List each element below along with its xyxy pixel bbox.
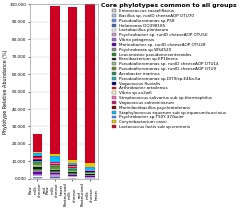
Bar: [33, 169, 42, 170]
Bar: [67, 164, 77, 165]
Bar: [85, 170, 95, 171]
Bar: [67, 169, 77, 170]
Bar: [85, 178, 95, 179]
Bar: [67, 166, 77, 167]
Bar: [50, 6, 60, 154]
Bar: [33, 163, 42, 165]
Bar: [33, 177, 42, 178]
Bar: [50, 177, 60, 178]
Bar: [50, 169, 60, 170]
Bar: [85, 172, 95, 173]
Bar: [33, 174, 42, 175]
Bar: [33, 152, 42, 153]
Bar: [33, 167, 42, 169]
Bar: [67, 168, 77, 169]
Bar: [33, 154, 42, 156]
Bar: [50, 167, 60, 169]
Bar: [67, 170, 77, 171]
Bar: [85, 171, 95, 172]
Bar: [33, 134, 42, 152]
Bar: [67, 167, 77, 168]
Bar: [33, 175, 42, 176]
Bar: [85, 4, 95, 163]
Bar: [33, 158, 42, 159]
Bar: [85, 167, 95, 168]
Bar: [50, 172, 60, 173]
Bar: [33, 162, 42, 163]
Bar: [50, 173, 60, 174]
Bar: [67, 178, 77, 179]
Bar: [85, 175, 95, 176]
Bar: [50, 174, 60, 175]
Bar: [67, 171, 77, 172]
Bar: [33, 153, 42, 154]
Bar: [50, 175, 60, 177]
Bar: [33, 160, 42, 161]
Bar: [67, 160, 77, 163]
Bar: [85, 176, 95, 177]
Bar: [50, 162, 60, 163]
Bar: [67, 7, 77, 160]
Bar: [33, 172, 42, 174]
Bar: [50, 163, 60, 164]
Bar: [67, 175, 77, 176]
Bar: [33, 159, 42, 160]
Bar: [85, 174, 95, 175]
Bar: [67, 173, 77, 174]
Bar: [50, 157, 60, 162]
Bar: [50, 165, 60, 167]
Bar: [85, 177, 95, 178]
Bar: [33, 161, 42, 162]
Bar: [50, 155, 60, 157]
Bar: [33, 170, 42, 172]
Y-axis label: Phylotype Relative Abundance (%): Phylotype Relative Abundance (%): [3, 49, 8, 134]
Bar: [67, 172, 77, 173]
Bar: [50, 178, 60, 179]
Bar: [85, 173, 95, 174]
Bar: [67, 163, 77, 164]
Bar: [50, 164, 60, 165]
Bar: [50, 170, 60, 171]
Bar: [67, 176, 77, 177]
Bar: [33, 157, 42, 158]
Bar: [33, 165, 42, 167]
Bar: [67, 177, 77, 178]
Bar: [33, 156, 42, 157]
Bar: [67, 165, 77, 166]
Legend: Enterococcus casseliflavus, Bacillus sp. runID cheeseAOP OTU70, Pseudoalteromona: Enterococcus casseliflavus, Bacillus sp.…: [100, 3, 237, 130]
Bar: [33, 176, 42, 177]
Bar: [85, 168, 95, 170]
Bar: [67, 174, 77, 175]
Bar: [85, 163, 95, 167]
Bar: [50, 171, 60, 172]
Bar: [50, 154, 60, 155]
Bar: [33, 178, 42, 179]
